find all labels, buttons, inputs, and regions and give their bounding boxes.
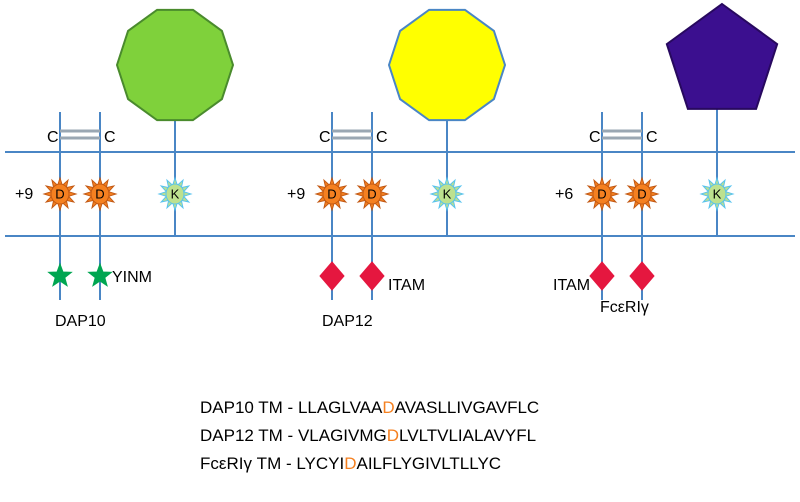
residue-letter: D <box>597 187 606 202</box>
seq-pre: VLAGIVMG <box>298 426 387 445</box>
residue-letter: D <box>95 187 104 202</box>
tm-sequence: DAP12 TM - VLAGIVMGDLVLTVLIALAVYFL <box>200 426 536 446</box>
seq-highlight-D: D <box>387 426 399 445</box>
receptor-decagon-icon <box>389 10 505 120</box>
residue-letter: D <box>55 187 64 202</box>
cys-label: C <box>646 129 658 146</box>
seq-post: AVASLLIVGAVFLC <box>395 398 540 417</box>
residue-letter: D <box>637 187 646 202</box>
motif-diamond-icon <box>360 262 384 290</box>
seq-pre: LYCYI <box>296 454 344 473</box>
seq-post: AILFLYGIVLTLLYC <box>357 454 502 473</box>
tm-sequence: DAP10 TM - LLAGLVAADAVASLLIVGAVFLC <box>200 398 539 418</box>
seq-highlight-D: D <box>344 454 356 473</box>
cys-label: C <box>376 129 388 146</box>
cys-label: C <box>104 129 116 146</box>
residue-letter: K <box>443 187 452 202</box>
motif-diamond-icon <box>630 262 654 290</box>
seq-pre: LLAGLVAA <box>298 398 382 417</box>
seq-highlight-D: D <box>382 398 394 417</box>
motif-label: YINM <box>112 269 152 286</box>
seq-post: LVLTVLIALAVYFL <box>399 426 536 445</box>
receptor-pentagon-icon <box>667 4 777 109</box>
cys-label: C <box>47 129 59 146</box>
motif-diamond-icon <box>320 262 344 290</box>
tm-sequence: FcεRIγ TM - LYCYIDAILFLYGIVLTLLYC <box>200 454 501 474</box>
receptor-decagon-icon <box>117 10 233 120</box>
residue-letter: K <box>713 187 722 202</box>
residue-letter: K <box>171 187 180 202</box>
position-label: +6 <box>555 186 573 203</box>
adapter-label: DAP10 <box>55 313 106 330</box>
position-label: +9 <box>287 186 305 203</box>
adapter-label: DAP12 <box>322 313 373 330</box>
position-label: +9 <box>15 186 33 203</box>
cys-label: C <box>319 129 331 146</box>
cys-label: C <box>589 129 601 146</box>
motif-label: ITAM <box>553 277 590 294</box>
motif-diamond-icon <box>590 262 614 290</box>
motif-label: ITAM <box>388 277 425 294</box>
seq-label: DAP10 TM - <box>200 398 298 417</box>
residue-letter: D <box>327 187 336 202</box>
seq-label: FcεRIγ TM - <box>200 454 296 473</box>
seq-label: DAP12 TM - <box>200 426 298 445</box>
adapter-label: FcεRIγ <box>600 299 649 316</box>
residue-letter: D <box>367 187 376 202</box>
